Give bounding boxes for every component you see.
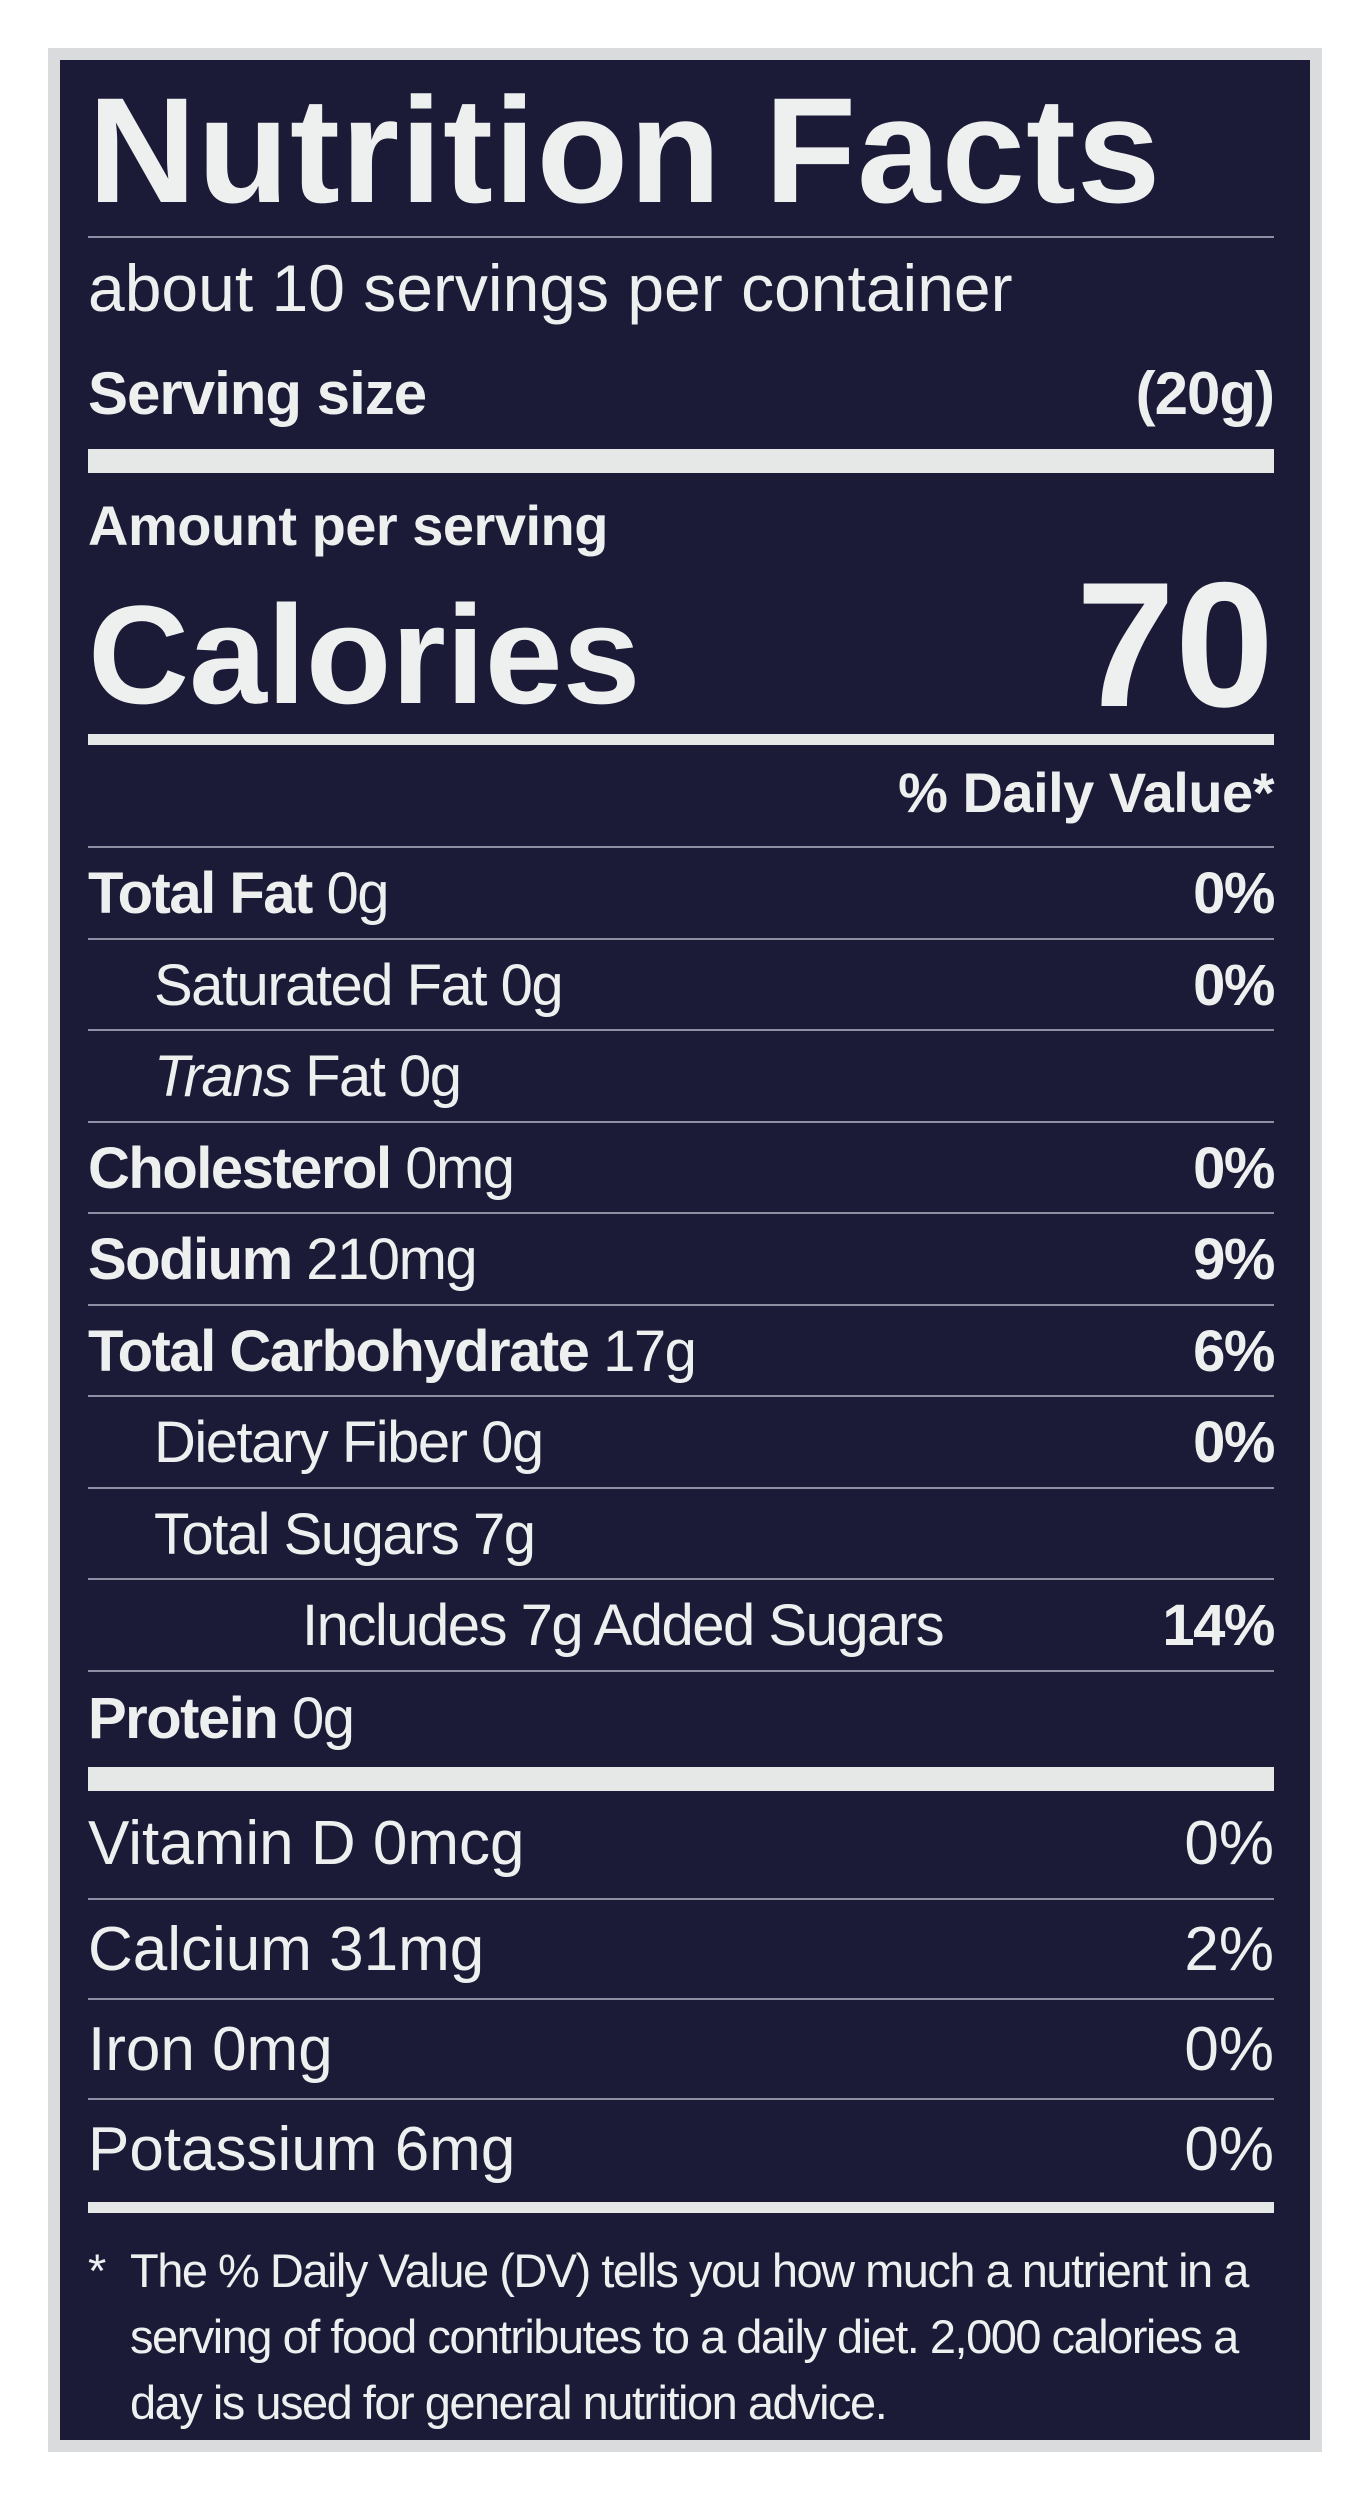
servings-per-container: about 10 servings per container — [88, 251, 1013, 325]
nutrient-name: Sodium — [88, 1226, 293, 1292]
vitamin-dv: 0% — [1184, 2114, 1274, 2184]
divider — [88, 1029, 1274, 1031]
divider — [88, 1898, 1274, 1900]
vitamin-name: Potassium — [88, 2114, 378, 2184]
vitamin-row-vitamin-d: Vitamin D 0mcg 0% — [88, 1793, 1274, 1893]
nutrient-name: Cholesterol — [88, 1135, 392, 1201]
vitamin-dv: 0% — [1184, 2014, 1274, 2084]
label-title: Nutrition Facts — [88, 66, 1162, 234]
nutrient-name: Trans — [154, 1043, 292, 1109]
nutrient-row-cholesterol: Cholesterol 0mg 0% — [88, 1123, 1275, 1213]
nutrient-dv: 9% — [1193, 1226, 1275, 1292]
divider — [88, 1487, 1274, 1489]
amount-per-serving: Amount per serving — [88, 494, 608, 557]
calories-label: Calories — [88, 576, 641, 733]
serving-size-value: (20g) — [1135, 360, 1275, 427]
footnote-asterisk: * — [88, 2244, 106, 2297]
nutrient-row-dietary-fiber: Dietary Fiber 0g 0% — [88, 1397, 1275, 1487]
nutrient-dv: 0% — [1193, 1409, 1275, 1475]
vitamin-dv: 2% — [1184, 1914, 1274, 1984]
nutrient-row-sodium: Sodium 210mg 9% — [88, 1214, 1275, 1304]
nutrient-row-added-sugars: Includes 7g Added Sugars 14% — [88, 1580, 1275, 1670]
nutrient-amount: 0g — [291, 1685, 355, 1751]
divider — [88, 1670, 1274, 1672]
nutrient-row-trans-fat: Trans Fat 0g — [88, 1031, 1274, 1121]
vitamin-dv: 0% — [1184, 1808, 1274, 1878]
nutrient-name: Includes 7g Added Sugars — [302, 1592, 945, 1658]
vitamin-amount: 31mg — [329, 1914, 485, 1984]
nutrient-dv: 0% — [1193, 1135, 1275, 1201]
nutrient-dv: 14% — [1162, 1592, 1275, 1658]
vitamin-row-iron: Iron 0mg 0% — [88, 2000, 1274, 2098]
vitamin-amount: 6mg — [394, 2114, 516, 2184]
nutrient-amount: 17g — [603, 1318, 697, 1384]
divider — [88, 1578, 1274, 1580]
nutrient-amount: 0g — [326, 860, 389, 926]
nutrient-name: Saturated Fat — [154, 952, 487, 1018]
nutrient-amount: 0g — [399, 1043, 462, 1109]
vitamin-amount: 0mcg — [372, 1808, 525, 1878]
label-panel: Nutrition Facts about 10 servings per co… — [60, 60, 1310, 2440]
nutrient-amount: 0g — [481, 1409, 544, 1475]
nutrient-name: Total Fat — [88, 860, 313, 926]
divider — [88, 1998, 1274, 2000]
divider — [88, 1121, 1274, 1123]
medium-divider — [88, 734, 1274, 745]
serving-size: Serving size (20g) — [88, 358, 1275, 430]
nutrient-name: Dietary Fiber — [154, 1409, 468, 1475]
nutrient-name: Total Carbohydrate — [88, 1318, 590, 1384]
nutrient-name: Protein — [88, 1685, 279, 1751]
daily-value-header: % Daily Value* — [898, 761, 1274, 824]
thick-divider — [88, 1767, 1274, 1791]
vitamin-name: Calcium — [88, 1914, 312, 1984]
nutrient-amount: 210mg — [306, 1226, 477, 1292]
divider — [88, 938, 1274, 940]
nutrient-name: Total Sugars — [154, 1501, 460, 1567]
nutrition-facts-label: Nutrition Facts about 10 servings per co… — [48, 48, 1322, 2452]
vitamin-name: Iron — [88, 2014, 195, 2084]
nutrient-amount: 7g — [473, 1501, 536, 1567]
vitamin-row-potassium: Potassium 6mg 0% — [88, 2100, 1274, 2198]
nutrient-row-total-sugars: Total Sugars 7g — [88, 1489, 1274, 1579]
nutrient-dv: 0% — [1193, 952, 1275, 1018]
nutrient-row-total-fat: Total Fat 0g 0% — [88, 848, 1275, 938]
divider — [88, 846, 1274, 848]
vitamin-amount: 0mg — [212, 2014, 333, 2084]
nutrient-amount: 0g — [500, 952, 564, 1018]
medium-divider — [88, 2202, 1274, 2213]
serving-size-label: Serving size — [88, 360, 427, 427]
vitamin-row-calcium: Calcium 31mg 2% — [88, 1900, 1274, 1998]
nutrient-dv: 0% — [1193, 860, 1275, 926]
divider — [88, 1212, 1274, 1214]
nutrient-amount: 0mg — [405, 1135, 515, 1201]
vitamin-name: Vitamin D — [88, 1808, 356, 1878]
footnote-text: The % Daily Value (DV) tells you how muc… — [130, 2244, 1249, 2429]
thick-divider — [88, 449, 1274, 473]
calories-value: 70 — [1076, 545, 1274, 744]
divider — [88, 1304, 1274, 1306]
nutrient-row-saturated-fat: Saturated Fat 0g 0% — [88, 940, 1275, 1030]
nutrient-row-total-carbohydrate: Total Carbohydrate 17g 6% — [88, 1306, 1275, 1396]
divider — [88, 236, 1274, 238]
footnote: * The % Daily Value (DV) tells you how m… — [88, 2238, 1274, 2436]
nutrient-name-suffix: Fat — [305, 1043, 386, 1109]
divider — [88, 1395, 1274, 1397]
nutrient-dv: 6% — [1193, 1318, 1275, 1384]
divider — [88, 2098, 1274, 2100]
nutrient-row-protein: Protein 0g — [88, 1672, 1274, 1764]
